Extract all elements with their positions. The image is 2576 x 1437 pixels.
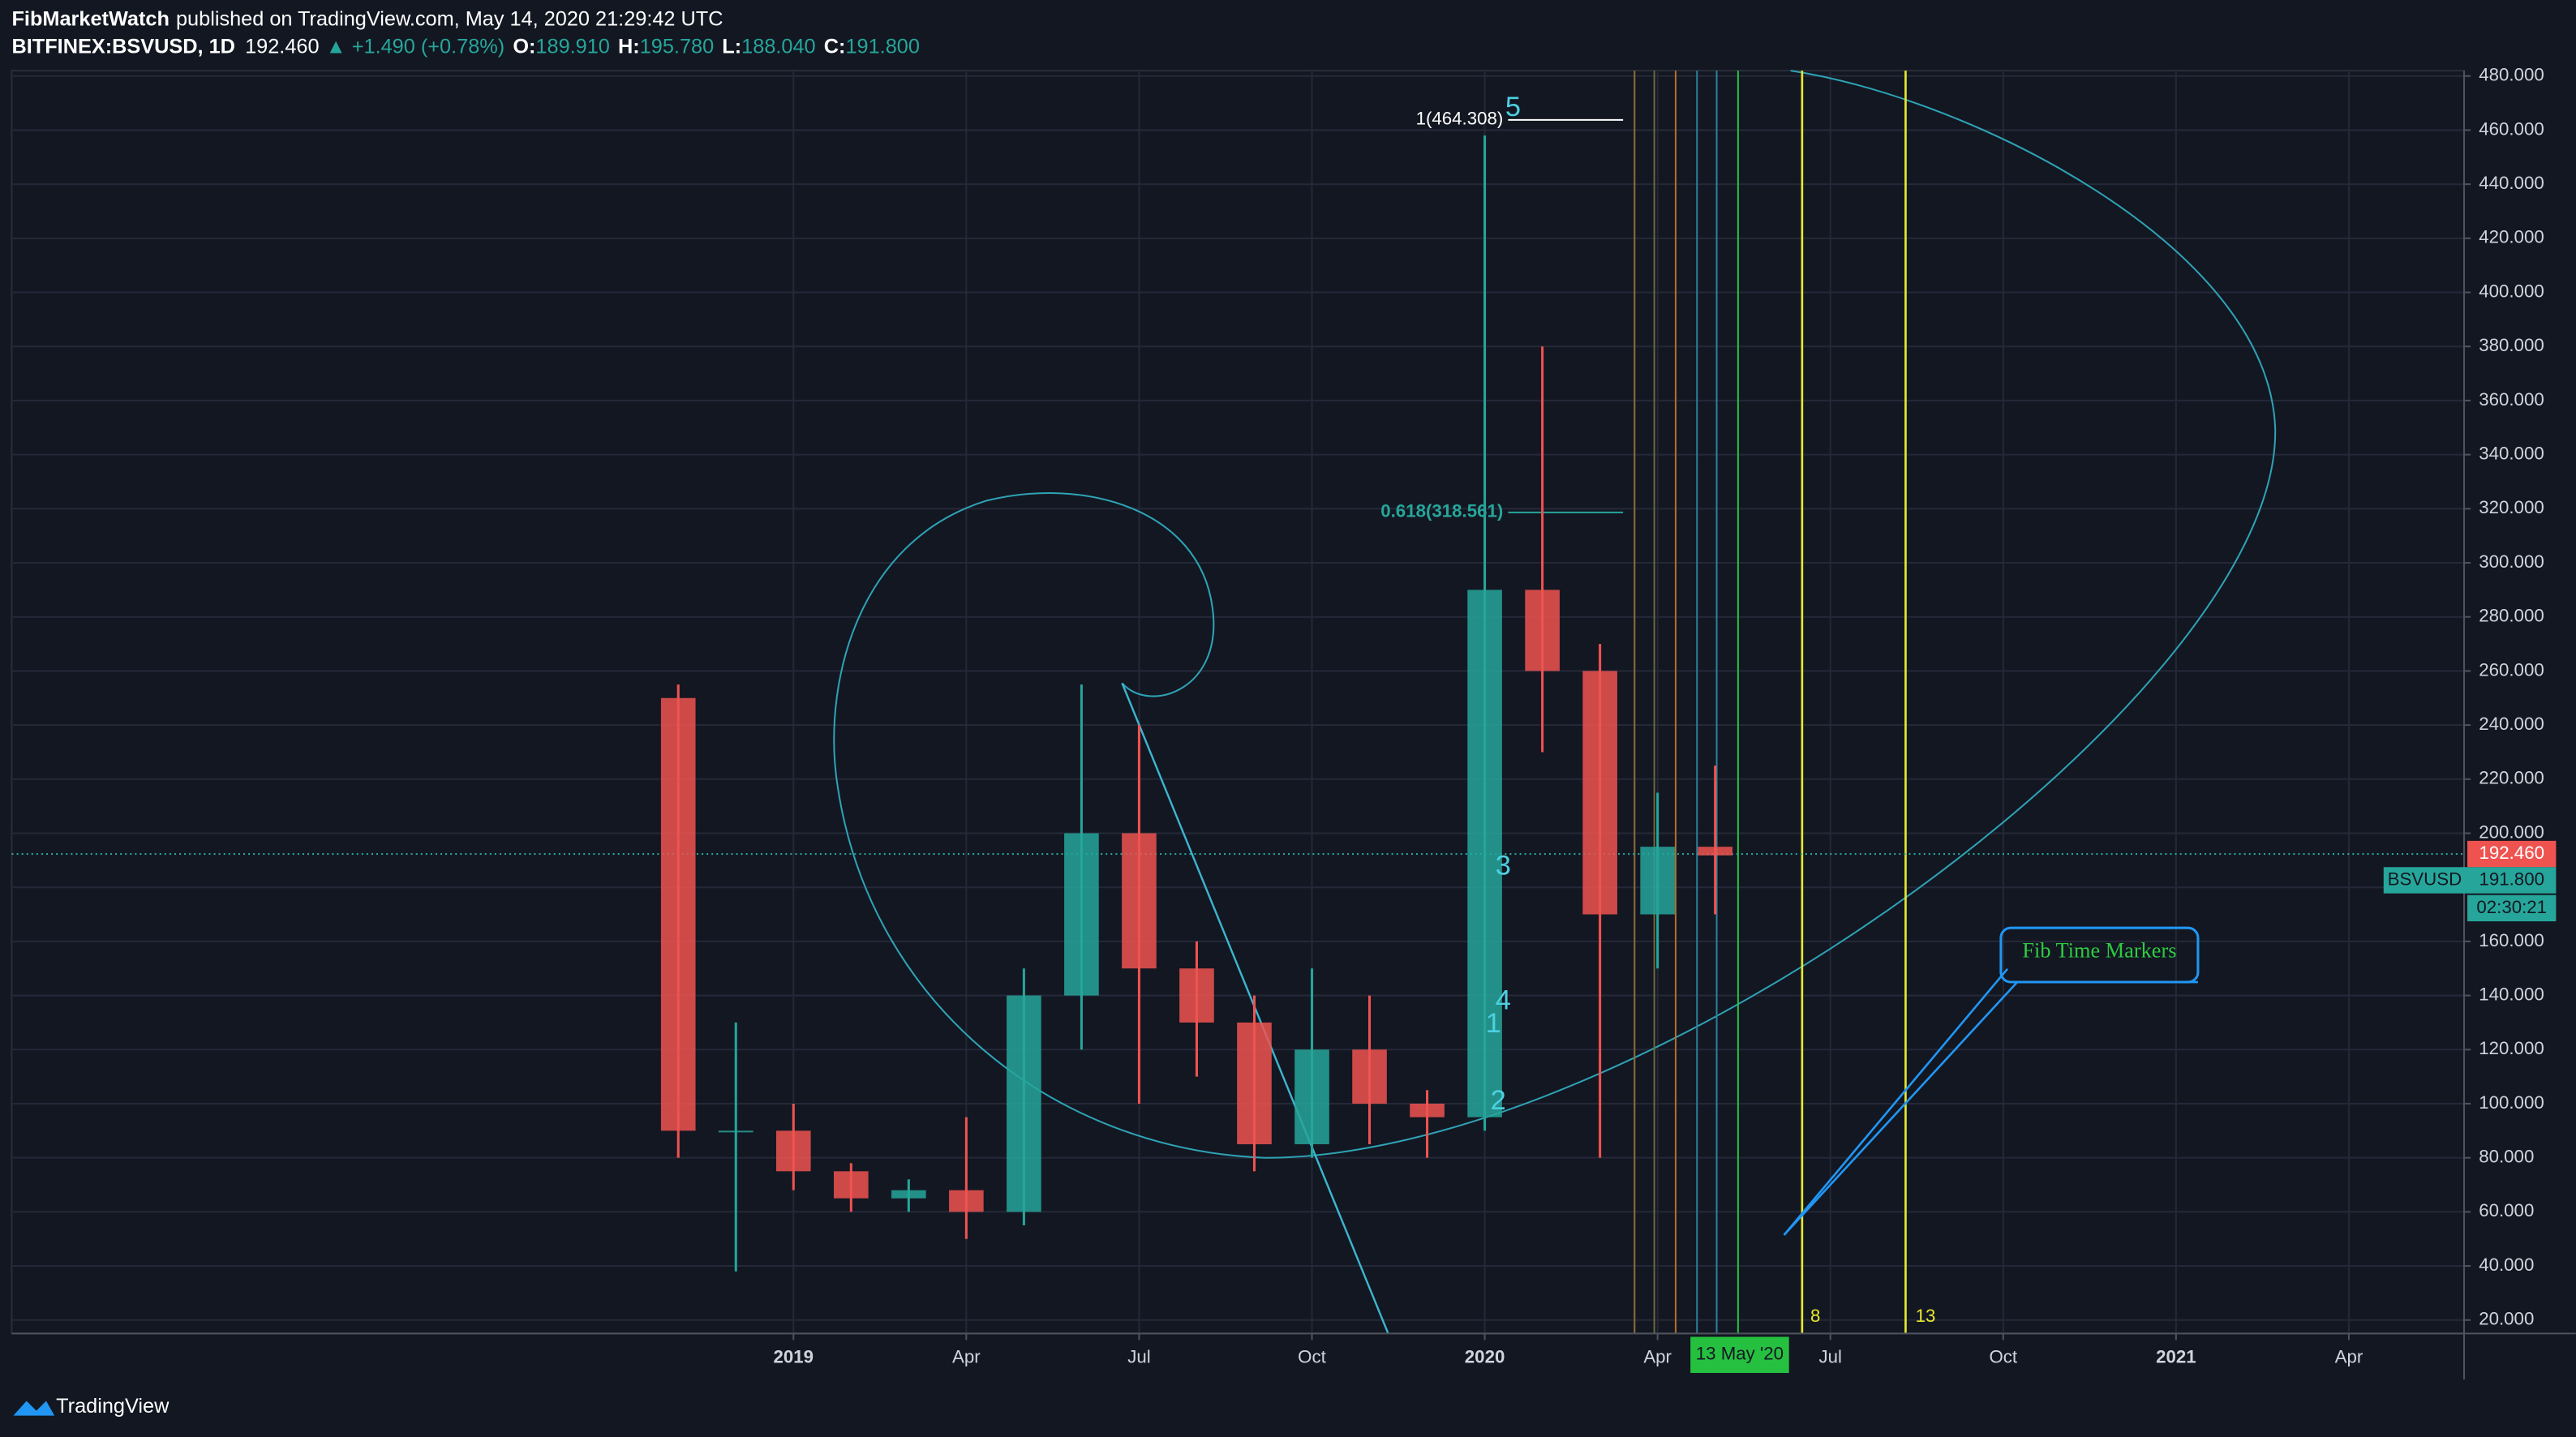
- drawings: [11, 70, 2465, 1334]
- callout-text: Fib Time Markers: [2022, 939, 2176, 963]
- candle-body: [1410, 1103, 1445, 1117]
- candle-body: [1467, 590, 1502, 1117]
- candles: [660, 135, 1732, 1272]
- y-tick-label: 40.000: [2479, 1255, 2534, 1275]
- price-axis: [2464, 71, 2576, 1334]
- y-tick-label: 460.000: [2479, 118, 2544, 139]
- y-tick-label: 220.000: [2479, 768, 2544, 788]
- date-tag: [1690, 1336, 1789, 1374]
- x-tick-label: 2019: [774, 1347, 814, 1367]
- y-tick-label: 20.000: [2479, 1309, 2534, 1329]
- y-tick-label: 100.000: [2479, 1092, 2544, 1113]
- callout-pointer: [1783, 981, 2019, 1236]
- y-tick-label: 80.000: [2479, 1147, 2534, 1167]
- x-tick-label: Oct: [1298, 1347, 1326, 1367]
- header-line: BITFINEX:BSVUSD, 1D 192.460 ▲ +1.490 (+0.7…: [11, 35, 919, 58]
- price-tag-text: 02:30:21: [2476, 897, 2547, 917]
- candle-body: [1007, 995, 1041, 1212]
- y-tick-label: 400.000: [2479, 281, 2544, 301]
- price-tag-text: 191.800: [2479, 869, 2544, 889]
- callout-box: [1999, 926, 2200, 984]
- ohlc-label: C:: [824, 35, 846, 58]
- date-tag-text: 13 May '20: [1696, 1344, 1784, 1364]
- brand: TradingView: [56, 1395, 170, 1418]
- y-tick-label: 340.000: [2479, 444, 2544, 464]
- wave-label: 4: [1496, 984, 1511, 1015]
- wave-label: 2: [1491, 1085, 1506, 1116]
- callout-pointer: [1783, 967, 2009, 1236]
- candle-body: [1582, 671, 1617, 915]
- y-tick-label: 200.000: [2479, 821, 2544, 842]
- price-tag: [2383, 867, 2557, 894]
- price-tag: [2467, 894, 2557, 922]
- wave-label: 5: [1505, 92, 1521, 122]
- x-tick-label: Apr: [2335, 1347, 2363, 1367]
- candle-body: [1179, 968, 1214, 1023]
- candle-body: [1352, 1049, 1387, 1104]
- price-tag: [2467, 840, 2557, 868]
- y-tick-label: 120.000: [2479, 1038, 2544, 1058]
- y-tick-label: 160.000: [2479, 930, 2544, 950]
- candle-body: [660, 697, 696, 1131]
- candle-body: [891, 1190, 926, 1199]
- y-tick-label: 260.000: [2479, 659, 2544, 680]
- y-tick-label: 240.000: [2479, 714, 2544, 734]
- y-tick-label: 440.000: [2479, 173, 2544, 193]
- change: ▲ +1.490 (+0.78%): [326, 35, 505, 58]
- y-tick-label: 420.000: [2479, 227, 2544, 247]
- price-tag-text: BSVUSD: [2388, 869, 2462, 889]
- x-tick-label: Oct: [1989, 1347, 2017, 1367]
- time-label: 13: [1916, 1306, 1936, 1326]
- y-tick-label: 280.000: [2479, 606, 2544, 626]
- candle-body: [1064, 833, 1099, 996]
- fib-spiral: [833, 70, 2277, 1159]
- wave-label: 1: [1486, 1008, 1501, 1039]
- candle-body: [1525, 590, 1560, 671]
- wave-label: 3: [1496, 850, 1511, 881]
- x-tick-label: Jul: [1818, 1347, 1841, 1367]
- candle-body: [1640, 847, 1675, 915]
- candle-body: [1698, 847, 1732, 856]
- grid: [11, 71, 2465, 1334]
- y-tick-label: 360.000: [2479, 389, 2544, 410]
- candle-body: [834, 1171, 869, 1199]
- last-price: 192.460: [245, 35, 319, 58]
- candle-body: [949, 1190, 984, 1212]
- x-tick-label: 2021: [2156, 1347, 2196, 1367]
- candle-body: [1122, 833, 1157, 969]
- time-label: 8: [1810, 1306, 1820, 1326]
- fib-label: 1(464.308): [1416, 109, 1504, 129]
- symbol: BITFINEX:BSVUSD, 1D: [11, 35, 235, 58]
- brand-logo: [13, 1401, 55, 1416]
- candle-body: [1294, 1049, 1329, 1144]
- y-tick-label: 320.000: [2479, 497, 2544, 517]
- candle-body: [718, 1130, 753, 1133]
- y-tick-label: 380.000: [2479, 335, 2544, 355]
- y-tick-label: 60.000: [2479, 1200, 2534, 1220]
- x-tick-label: Apr: [1643, 1347, 1672, 1367]
- ohlc-value: 189.910: [535, 35, 609, 58]
- y-tick-label: 300.000: [2479, 551, 2544, 572]
- ohlc-label: H:: [618, 35, 640, 58]
- ohlc-label: O:: [513, 35, 535, 58]
- author: FibMarketWatch: [11, 7, 169, 30]
- price-tag-text: 192.460: [2479, 843, 2544, 863]
- candle-body: [775, 1130, 811, 1172]
- ohlc-value: 195.780: [640, 35, 714, 58]
- x-tick-label: 2020: [1465, 1347, 1505, 1367]
- x-tick-label: Jul: [1127, 1347, 1150, 1367]
- header-line: FibMarketWatch published on TradingView.c…: [11, 7, 723, 30]
- y-tick-label: 480.000: [2479, 65, 2544, 85]
- ohlc-value: 191.800: [845, 35, 919, 58]
- ohlc-label: L:: [722, 35, 741, 58]
- fib-label: 0.618(318.561): [1380, 501, 1503, 521]
- published: published on TradingView.com, May 14, 20…: [176, 7, 723, 30]
- candle-body: [1237, 1022, 1272, 1144]
- y-tick-label: 140.000: [2479, 984, 2544, 1004]
- ohlc-value: 188.040: [741, 35, 815, 58]
- x-tick-label: Apr: [952, 1347, 981, 1367]
